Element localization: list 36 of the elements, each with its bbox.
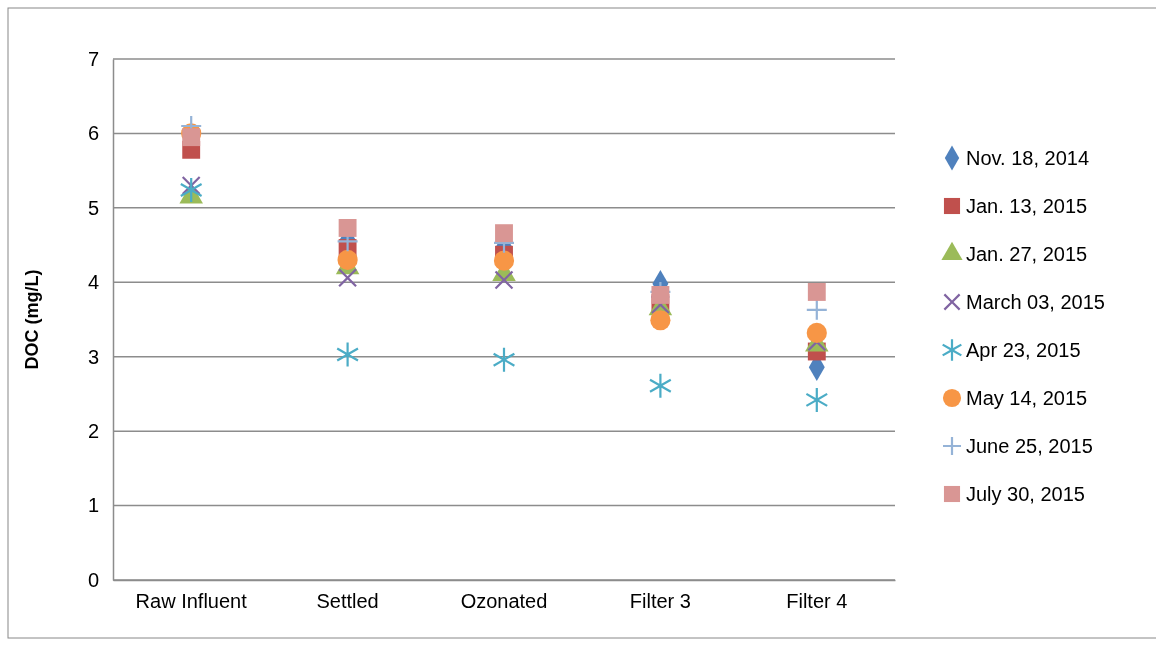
legend-label: Jan. 13, 2015 (966, 195, 1088, 217)
point (336, 342, 359, 367)
legend-label: Apr 23, 2015 (966, 339, 1081, 361)
legend-label: Nov. 18, 2014 (966, 147, 1090, 169)
legend-label: July 30, 2015 (966, 483, 1085, 505)
point (493, 250, 515, 271)
point (338, 268, 357, 288)
x-tick-label: Settled (316, 590, 379, 613)
y-tick-label: 5 (87, 196, 99, 219)
point (495, 224, 513, 243)
legend-label: Jan. 27, 2015 (966, 243, 1088, 265)
legend-label: June 25, 2015 (966, 435, 1093, 457)
y-tick-label: 7 (87, 47, 99, 70)
point (806, 322, 827, 343)
y-tick-label: 2 (87, 420, 99, 443)
point (493, 347, 515, 372)
point (807, 283, 826, 301)
y-tick-label: 0 (87, 568, 99, 591)
y-tick-label: 1 (87, 494, 99, 517)
point (805, 387, 828, 412)
y-tick-label: 6 (87, 122, 99, 145)
x-tick-label: Filter 4 (786, 590, 848, 613)
point (338, 219, 357, 237)
x-tick-label: Filter 3 (629, 590, 691, 613)
point (650, 310, 671, 331)
point (649, 373, 672, 398)
legend-label: March 03, 2015 (966, 291, 1105, 313)
y-axis-title: DOC (mg/L) (22, 269, 42, 370)
y-tick-label: 3 (87, 345, 99, 368)
point (182, 128, 201, 147)
x-tick-label: Ozonated (460, 590, 548, 613)
y-tick-label: 4 (87, 271, 99, 294)
legend-label: May 14, 2015 (966, 387, 1088, 409)
point (180, 177, 203, 202)
point (494, 270, 514, 290)
x-tick-label: Raw Influent (135, 590, 248, 613)
